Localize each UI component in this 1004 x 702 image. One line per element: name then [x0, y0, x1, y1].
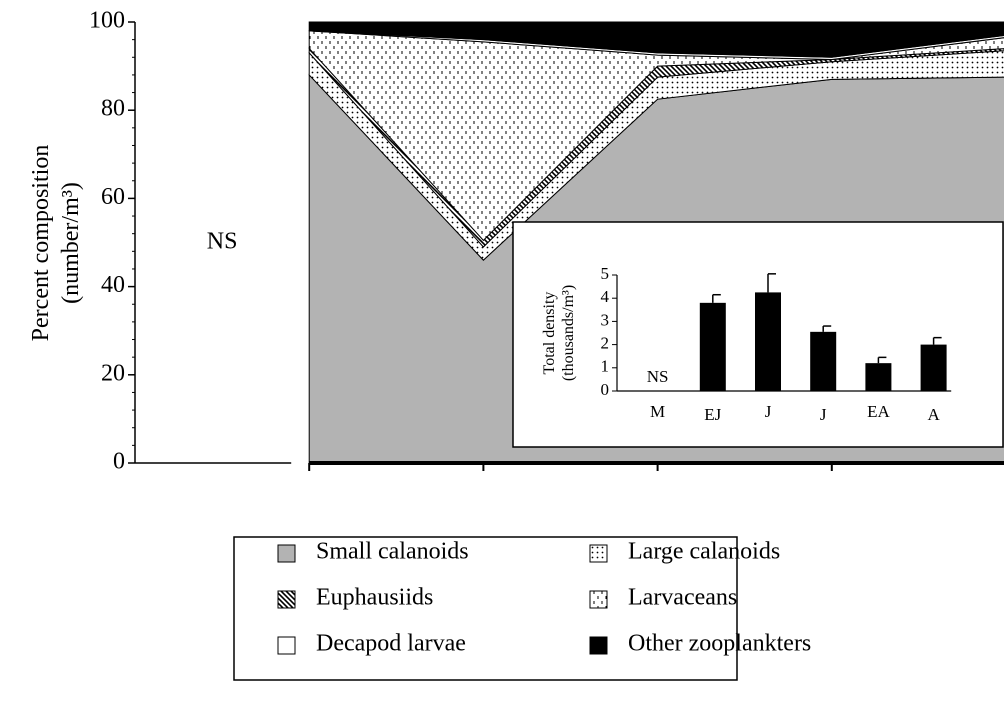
- annotation: NS: [207, 229, 238, 255]
- x-tick-label: EJ: [704, 405, 721, 424]
- bar: [865, 363, 892, 391]
- x-tick-label: M: [650, 402, 665, 421]
- legend-label: Decapod larvae: [316, 631, 466, 657]
- y-axis-label-line: Total density: [541, 292, 558, 375]
- area: [308, 21, 1004, 58]
- y-axis-label: Total density (thousands/m³): [541, 285, 577, 381]
- legend-swatch: [589, 636, 608, 655]
- y-tick-label: 100: [89, 8, 125, 34]
- legend-swatch: [277, 590, 296, 609]
- y-tick-label: 0: [601, 380, 610, 399]
- y-tick-label: 0: [113, 449, 125, 475]
- bar: [920, 344, 947, 391]
- legend-swatch: [277, 636, 296, 655]
- legend-label: Larvaceans: [628, 585, 737, 611]
- y-axis-label-line: Percent composition: [28, 145, 54, 342]
- x-tick-label: EA: [867, 402, 890, 421]
- bar: [810, 331, 837, 391]
- legend-swatch: [589, 590, 608, 609]
- legend-label: Large calanoids: [628, 539, 780, 565]
- annotation: NS: [647, 367, 669, 386]
- y-tick-label: 40: [101, 272, 125, 298]
- y-axis-label-line: (number/m³): [58, 182, 84, 304]
- y-tick-label: 60: [101, 184, 125, 210]
- y-tick-label: 3: [601, 310, 610, 329]
- y-axis-label: Percent composition (number/m³): [28, 145, 84, 342]
- legend-label: Small calanoids: [316, 539, 469, 565]
- y-axis-label-line: (thousands/m³): [560, 285, 577, 381]
- x-tick-label: J: [820, 405, 827, 424]
- y-tick-label: 20: [101, 360, 125, 386]
- legend-swatch: [589, 544, 608, 563]
- x-tick-label: J: [765, 402, 772, 421]
- legend-box: [233, 536, 738, 681]
- legend-swatch: [277, 544, 296, 563]
- y-tick-label: 80: [101, 96, 125, 122]
- y-tick-label: 5: [601, 264, 610, 283]
- bar: [699, 302, 726, 391]
- y-tick-label: 2: [601, 334, 610, 353]
- legend-label: Other zooplankters: [628, 631, 811, 657]
- y-tick-label: 4: [601, 287, 610, 306]
- x-tick-label: A: [927, 405, 940, 424]
- y-tick-label: 1: [601, 357, 610, 376]
- legend-label: Euphausiids: [316, 585, 433, 611]
- bar: [755, 292, 781, 391]
